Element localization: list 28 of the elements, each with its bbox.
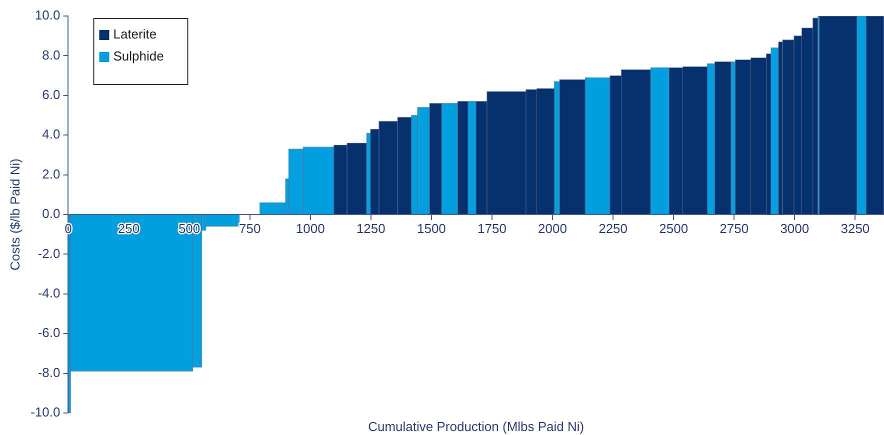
x-tick-label: 1500 xyxy=(416,220,446,236)
y-tick-label: -2.0 xyxy=(38,246,60,261)
y-axis-title: Costs ($/lb Paid Ni) xyxy=(7,158,22,270)
y-tick-label: -6.0 xyxy=(38,325,60,340)
x-tick-label: 3000 xyxy=(780,220,810,236)
legend-label: Laterite xyxy=(113,26,157,42)
x-tick-label: 3250 xyxy=(840,220,870,236)
y-tick-label: -4.0 xyxy=(38,285,60,300)
y-tick-label: 6.0 xyxy=(42,86,60,102)
y-tick-label: 10.0 xyxy=(34,8,60,23)
x-tick-label: 1000 xyxy=(296,220,325,236)
y-tick-label: 8.0 xyxy=(42,47,60,62)
x-tick-label: 2000 xyxy=(538,220,567,236)
x-tick-label: 1750 xyxy=(478,220,506,236)
y-tick-label: 0.0 xyxy=(42,206,60,222)
y-tick-label: -8.0 xyxy=(38,364,60,380)
x-tick-label: 1250 xyxy=(356,220,386,236)
x-tick-label: 750 xyxy=(238,220,261,236)
x-tick-label: 2250 xyxy=(598,220,628,236)
x-axis-title: Cumulative Production (Mlbs Paid Ni) xyxy=(368,419,584,434)
y-tick-label: 4.0 xyxy=(42,126,60,142)
x-tick-label: 0 xyxy=(64,220,72,236)
y-tick-label: -10.0 xyxy=(30,404,60,420)
y-tick-label: 2.0 xyxy=(42,166,60,182)
x-tick-label: 2750 xyxy=(720,220,749,236)
legend-label: Sulphide xyxy=(113,48,164,64)
x-tick-label: 2500 xyxy=(659,220,688,236)
x-tick-label: 250 xyxy=(118,220,140,236)
